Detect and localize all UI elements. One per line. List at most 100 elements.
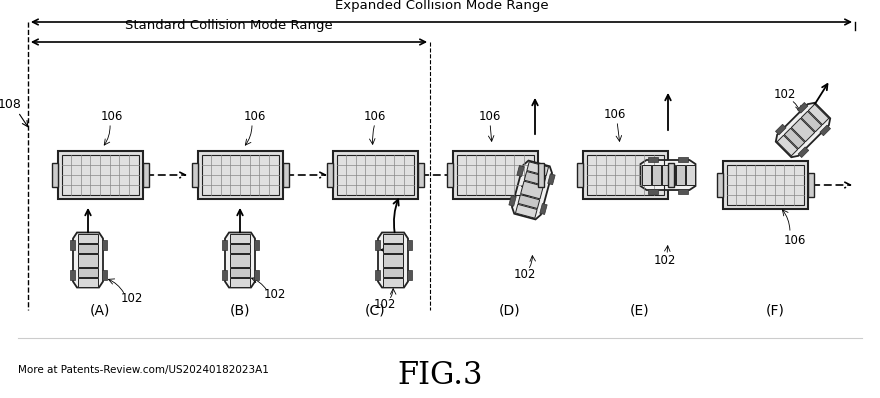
Polygon shape — [375, 270, 379, 281]
Polygon shape — [78, 254, 98, 267]
Polygon shape — [576, 163, 583, 187]
Polygon shape — [583, 151, 668, 199]
Polygon shape — [676, 165, 685, 185]
Polygon shape — [57, 151, 143, 199]
Polygon shape — [798, 147, 809, 158]
Polygon shape — [417, 163, 423, 187]
Polygon shape — [101, 240, 106, 250]
Polygon shape — [225, 232, 255, 287]
Polygon shape — [70, 270, 75, 281]
Polygon shape — [776, 103, 830, 157]
Polygon shape — [642, 165, 650, 185]
Polygon shape — [407, 240, 412, 250]
Polygon shape — [230, 254, 250, 267]
Text: 102: 102 — [121, 291, 143, 304]
Text: (B): (B) — [230, 303, 250, 317]
Polygon shape — [383, 277, 403, 287]
Polygon shape — [518, 195, 539, 209]
Polygon shape — [101, 270, 106, 281]
Polygon shape — [784, 128, 805, 149]
Polygon shape — [222, 240, 226, 250]
Polygon shape — [333, 151, 417, 199]
Text: 102: 102 — [514, 269, 536, 281]
Text: FIG.3: FIG.3 — [397, 359, 483, 390]
Polygon shape — [230, 234, 250, 242]
Polygon shape — [527, 162, 548, 176]
Polygon shape — [326, 163, 333, 187]
Polygon shape — [648, 156, 657, 162]
Polygon shape — [282, 163, 289, 187]
Text: More at Patents-Review.com/US20240182023A1: More at Patents-Review.com/US20240182023… — [18, 365, 269, 375]
Text: 106: 106 — [244, 111, 266, 123]
Polygon shape — [78, 234, 98, 242]
Text: 106: 106 — [604, 109, 627, 121]
Polygon shape — [383, 234, 403, 242]
Polygon shape — [230, 244, 250, 252]
Text: (D): (D) — [499, 303, 521, 317]
Text: Expanded Collision Mode Range: Expanded Collision Mode Range — [334, 0, 548, 12]
Text: Standard Collision Mode Range: Standard Collision Mode Range — [125, 19, 333, 32]
Polygon shape — [383, 254, 403, 267]
Polygon shape — [73, 232, 103, 287]
Polygon shape — [253, 240, 259, 250]
Polygon shape — [809, 104, 829, 125]
Polygon shape — [192, 163, 197, 187]
Polygon shape — [686, 165, 694, 185]
Text: 102: 102 — [264, 289, 286, 302]
Polygon shape — [820, 125, 831, 136]
Text: (F): (F) — [766, 303, 784, 317]
Text: (C): (C) — [364, 303, 385, 317]
Polygon shape — [791, 118, 815, 142]
Polygon shape — [230, 267, 250, 277]
Text: (A): (A) — [90, 303, 110, 317]
Text: 102: 102 — [774, 88, 796, 101]
Polygon shape — [383, 267, 403, 277]
Polygon shape — [775, 124, 786, 135]
Polygon shape — [516, 204, 537, 218]
Text: 106: 106 — [363, 111, 386, 123]
Polygon shape — [521, 181, 543, 199]
Text: 108: 108 — [0, 98, 22, 111]
Text: 102: 102 — [654, 254, 676, 267]
Polygon shape — [512, 160, 552, 219]
Polygon shape — [668, 163, 673, 187]
Text: 106: 106 — [101, 111, 123, 123]
Polygon shape — [253, 270, 259, 281]
Text: 106: 106 — [479, 111, 502, 123]
Polygon shape — [70, 240, 75, 250]
Polygon shape — [52, 163, 57, 187]
Polygon shape — [678, 156, 688, 162]
Polygon shape — [375, 240, 379, 250]
Text: 102: 102 — [374, 298, 396, 312]
Polygon shape — [801, 111, 822, 132]
Polygon shape — [539, 203, 547, 215]
Polygon shape — [378, 232, 408, 287]
Polygon shape — [777, 135, 797, 156]
Polygon shape — [678, 189, 688, 193]
Polygon shape — [808, 173, 813, 197]
Polygon shape — [78, 277, 98, 287]
Polygon shape — [524, 172, 546, 185]
Polygon shape — [407, 270, 412, 281]
Polygon shape — [716, 173, 722, 197]
Text: (E): (E) — [630, 303, 649, 317]
Polygon shape — [662, 165, 674, 185]
Text: 106: 106 — [784, 234, 806, 246]
Polygon shape — [517, 166, 524, 176]
Polygon shape — [547, 174, 555, 185]
Polygon shape — [722, 161, 808, 209]
Polygon shape — [143, 163, 149, 187]
Polygon shape — [78, 267, 98, 277]
Polygon shape — [538, 163, 544, 187]
Polygon shape — [651, 165, 661, 185]
Polygon shape — [509, 195, 517, 206]
Polygon shape — [797, 103, 808, 113]
Polygon shape — [648, 189, 657, 193]
Polygon shape — [641, 160, 695, 190]
Polygon shape — [197, 151, 282, 199]
Polygon shape — [446, 163, 452, 187]
Polygon shape — [383, 244, 403, 252]
Polygon shape — [452, 151, 538, 199]
Polygon shape — [230, 277, 250, 287]
Polygon shape — [222, 270, 226, 281]
